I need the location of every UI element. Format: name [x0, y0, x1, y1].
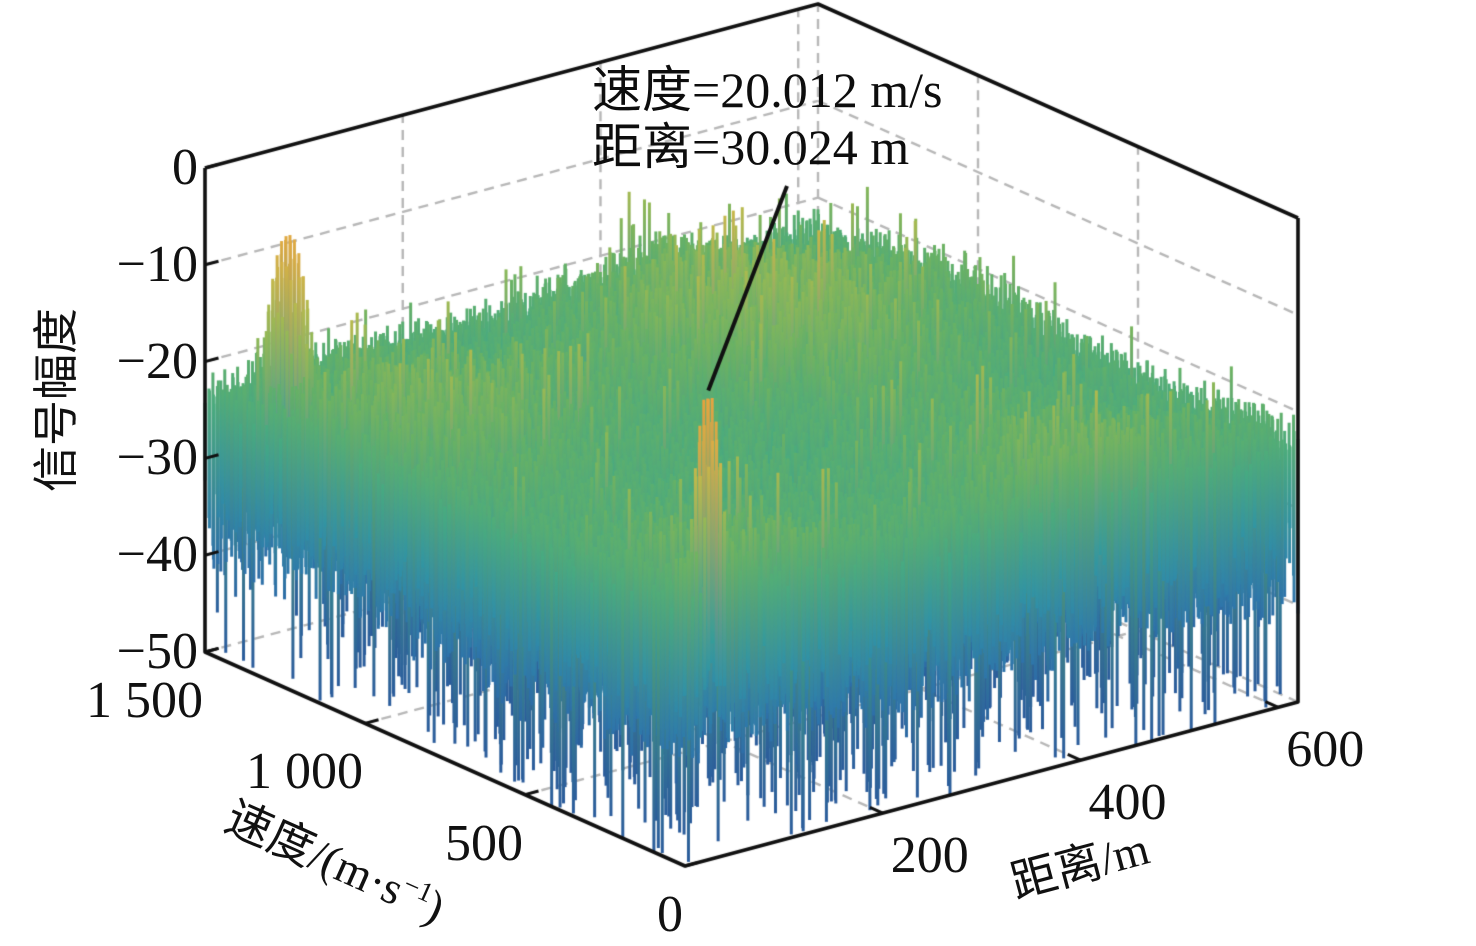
z-tick-label: −10	[116, 235, 198, 293]
peak-annotation: 速度=20.012 m/s 距离=30.024 m	[592, 62, 942, 176]
velocity-tick-label: 1 000	[246, 743, 363, 801]
annotation-line-velocity: 速度=20.012 m/s	[592, 62, 943, 118]
velocity-tick-label: 0	[657, 886, 683, 943]
z-tick-label: −20	[116, 332, 198, 390]
distance-tick-label: 200	[890, 827, 969, 885]
z-tick-label: 0	[172, 139, 198, 196]
distance-tick-label: 400	[1088, 774, 1167, 832]
z-tick-label: −30	[116, 429, 198, 487]
velocity-tick-label: 500	[445, 814, 523, 872]
z-tick-label: −50	[116, 623, 198, 680]
distance-tick-label: 600	[1286, 721, 1365, 779]
z-tick-label: −40	[116, 526, 198, 584]
velocity-tick-label: 1 500	[86, 672, 203, 729]
annotation-line-distance: 距离=30.024 m	[592, 119, 910, 175]
